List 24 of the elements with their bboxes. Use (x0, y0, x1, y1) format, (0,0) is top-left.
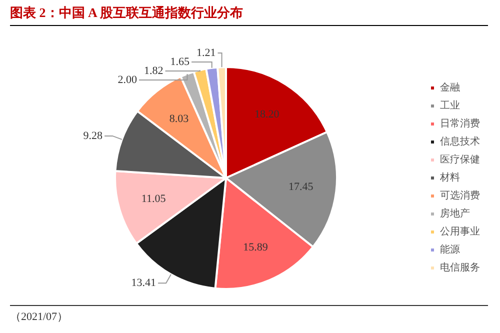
legend-label: 医疗保健 (440, 154, 480, 166)
legend-label: 材料 (439, 172, 460, 184)
data-label: 11.05 (141, 193, 166, 206)
legend-label: 信息技术 (440, 136, 480, 148)
legend-label: 电信服务 (440, 262, 480, 274)
data-label: 18.20 (254, 108, 280, 120)
data-label: 17.45 (288, 181, 314, 194)
text: （2021/07） (10, 311, 68, 323)
data-label: 9.28 (83, 130, 104, 142)
chart-title: 图表 2：中国 A 股互联互通指数行业分布 (10, 4, 488, 26)
legend-label: 公用事业 (440, 226, 480, 238)
data-label: 15.89 (243, 241, 268, 254)
legend-label: 能源 (440, 244, 460, 256)
data-label: 1.82 (144, 64, 164, 77)
legend-label: 房地产 (440, 208, 470, 220)
legend-label: 日常消费 (440, 118, 480, 130)
data-label: 8.03 (169, 112, 190, 125)
legend-label: 可选消费 (440, 190, 480, 202)
legend-label: 金融 (440, 82, 460, 94)
data-label: 1.21 (196, 46, 216, 59)
data-label: 1.65 (170, 56, 190, 68)
legend-label: 工业 (440, 100, 460, 112)
data-label: 2.00 (118, 74, 138, 86)
data-label: 13.41 (131, 276, 156, 289)
